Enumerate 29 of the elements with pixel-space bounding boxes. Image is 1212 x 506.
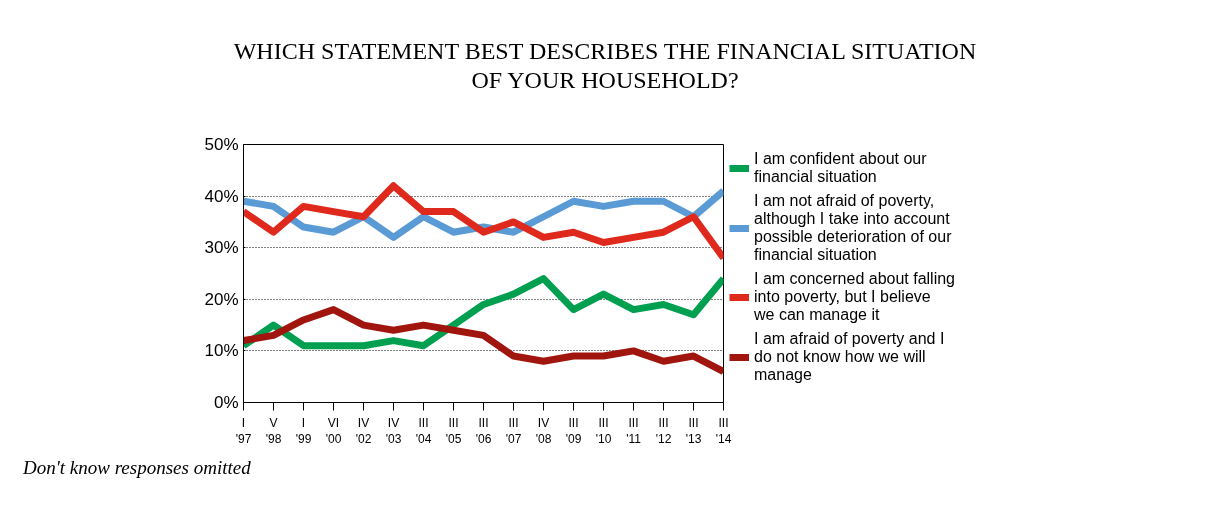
- text: Don't know responses omitted: [23, 456, 251, 480]
- x-tick-label: III '12: [655, 415, 672, 447]
- y-tick-label: 50%: [204, 135, 239, 154]
- x-tick-label: III '09: [565, 415, 582, 447]
- y-tick-label: 30%: [204, 238, 239, 258]
- x-tick-label: I '99: [295, 415, 312, 447]
- x-tick-label: III '07: [505, 415, 522, 447]
- x-tick-label: III '05: [445, 415, 462, 447]
- legend-label: I am afraid of poverty and I do not know how we will manage: [754, 330, 945, 384]
- x-tick-label: III '04: [415, 415, 432, 447]
- x-tick-label: VI '00: [325, 415, 342, 447]
- y-tick-label: 20%: [204, 289, 239, 309]
- x-tick-label: IV '08: [535, 415, 552, 447]
- x-tick-label: III '11: [626, 415, 642, 447]
- x-tick-label: IV '03: [385, 415, 402, 447]
- x-tick-label: III '13: [685, 415, 702, 447]
- legend-label: I am confident about our financial situation: [754, 150, 927, 186]
- legend-label: I am concerned about falling into poverty, but I believe we can manage it: [754, 270, 956, 324]
- x-tick-label: V '98: [265, 415, 282, 447]
- legend-label: I am not afraid of poverty, although I take into account possible deterioration of our financial situation: [754, 192, 952, 264]
- x-tick-label: I '97: [235, 415, 252, 447]
- x-tick-label: III '10: [595, 415, 612, 447]
- y-tick-label: 40%: [204, 186, 239, 206]
- chart-title: WHICH STATEMENT BEST DESCRIBES THE FINANCIAL SITUATION OF YOUR HOUSEHOLD?: [233, 37, 977, 95]
- y-tick-label: 10%: [204, 341, 239, 361]
- x-tick-label: III '14: [715, 415, 732, 447]
- y-tick-label: 0%: [213, 393, 239, 412]
- x-tick-label: IV '02: [355, 415, 372, 447]
- x-tick-label: III '06: [475, 415, 492, 447]
